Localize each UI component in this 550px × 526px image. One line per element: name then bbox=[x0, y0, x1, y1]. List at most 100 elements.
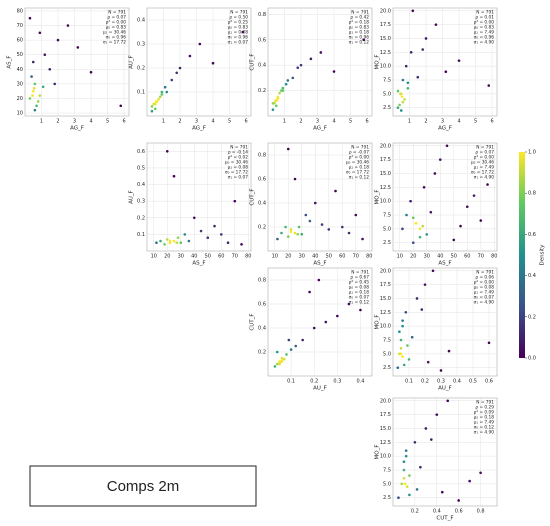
point bbox=[401, 100, 405, 104]
stat-annotation: σ₁ = 0.07 bbox=[228, 40, 249, 46]
point bbox=[327, 228, 331, 231]
point bbox=[76, 46, 80, 49]
point bbox=[434, 23, 438, 26]
x-axis-label: AG_F bbox=[438, 126, 452, 132]
stat-annotation: ρ = 0.29 bbox=[475, 405, 494, 411]
point bbox=[413, 441, 417, 444]
point bbox=[398, 103, 401, 107]
y-tick-label: 12.5 bbox=[380, 185, 391, 191]
point bbox=[271, 108, 275, 111]
x-axis-label: AU_F bbox=[438, 386, 452, 392]
stat-annotation: μ₁ = 7.49 bbox=[474, 30, 495, 36]
point bbox=[175, 71, 179, 75]
point bbox=[219, 233, 223, 236]
point bbox=[426, 360, 430, 364]
x-tick-label: 50 bbox=[451, 254, 457, 260]
x-tick-label: 60 bbox=[339, 254, 345, 260]
point bbox=[421, 48, 425, 51]
point bbox=[419, 465, 422, 469]
point bbox=[444, 70, 448, 73]
y-axis-label: CUT_F bbox=[250, 313, 256, 330]
y-tick-label: 0.6 bbox=[137, 149, 145, 155]
stat-annotation: μ₁ = 7.49 bbox=[474, 290, 495, 296]
point bbox=[308, 219, 312, 223]
x-tick-label: 5 bbox=[106, 119, 109, 125]
point bbox=[438, 158, 442, 161]
x-tick-label: 40 bbox=[191, 254, 197, 260]
point bbox=[188, 54, 192, 58]
caption: Comps 2m bbox=[107, 478, 180, 495]
point bbox=[418, 227, 422, 231]
point bbox=[407, 358, 411, 361]
x-tick-label: 70 bbox=[478, 254, 484, 260]
point bbox=[410, 335, 414, 339]
point bbox=[459, 224, 462, 228]
point bbox=[421, 224, 425, 228]
point bbox=[472, 194, 476, 197]
y-tick-label: 0.3 bbox=[137, 42, 145, 48]
x-tick-label: 4 bbox=[332, 119, 335, 125]
stat-annotation: ρ² = 0.09 bbox=[474, 410, 495, 416]
point bbox=[354, 213, 358, 217]
point bbox=[278, 91, 281, 95]
points bbox=[396, 269, 491, 372]
stat-annotation: N = 791 bbox=[230, 145, 248, 151]
point bbox=[287, 338, 291, 342]
y-tick-label: 0.5 bbox=[137, 165, 145, 171]
stat-annotation: σ₁ = 17.72 bbox=[103, 40, 126, 46]
point bbox=[38, 31, 42, 35]
point bbox=[233, 199, 237, 203]
point bbox=[408, 493, 411, 497]
x-tick-label: 3 bbox=[195, 119, 198, 125]
point bbox=[176, 236, 180, 240]
point bbox=[31, 94, 34, 97]
y-axis-label: AU_F bbox=[129, 190, 135, 204]
stat-annotation: μ₀ = 0.83 bbox=[228, 25, 249, 31]
stat-annotation: N = 791 bbox=[476, 270, 494, 276]
x-tick-label: 3 bbox=[316, 119, 319, 125]
point bbox=[431, 269, 435, 273]
y-tick-label: 0.4 bbox=[258, 63, 266, 69]
point bbox=[452, 238, 456, 242]
point bbox=[399, 352, 403, 356]
stat-annotation: ρ² = 0.25 bbox=[228, 20, 249, 26]
point bbox=[409, 51, 413, 54]
point bbox=[400, 95, 404, 98]
y-axis-label: AU_F bbox=[129, 55, 135, 69]
plot-area bbox=[267, 142, 373, 252]
x-tick-label: 40 bbox=[312, 254, 318, 260]
point bbox=[154, 100, 158, 103]
y-tick-label: 17.5 bbox=[380, 282, 391, 288]
point bbox=[158, 95, 162, 99]
x-axis-label: AU_F bbox=[313, 386, 327, 392]
y-tick-label: 7.5 bbox=[383, 338, 391, 344]
point bbox=[399, 338, 403, 342]
x-tick-label: 0.3 bbox=[437, 379, 445, 385]
x-tick-label: 3 bbox=[73, 119, 76, 125]
point bbox=[285, 353, 288, 356]
point bbox=[332, 70, 336, 73]
point bbox=[347, 302, 351, 306]
point bbox=[406, 81, 410, 85]
point bbox=[56, 38, 60, 42]
point bbox=[402, 477, 406, 480]
point bbox=[317, 278, 321, 282]
colorbar bbox=[519, 152, 525, 358]
point bbox=[165, 238, 169, 241]
y-tick-label: 5.0 bbox=[383, 226, 391, 232]
plot-area bbox=[392, 142, 498, 252]
point bbox=[289, 230, 293, 234]
point bbox=[414, 222, 418, 225]
point bbox=[401, 227, 404, 231]
point bbox=[38, 94, 42, 97]
x-tick-label: 0.8 bbox=[477, 509, 485, 515]
y-tick-label: 0.4 bbox=[137, 182, 145, 188]
point bbox=[175, 241, 179, 244]
y-tick-label: 70 bbox=[17, 23, 23, 29]
point bbox=[402, 468, 406, 472]
point bbox=[420, 308, 424, 311]
point bbox=[294, 344, 298, 348]
y-tick-label: 0.4 bbox=[137, 18, 145, 24]
point bbox=[424, 427, 428, 430]
point bbox=[408, 474, 411, 477]
